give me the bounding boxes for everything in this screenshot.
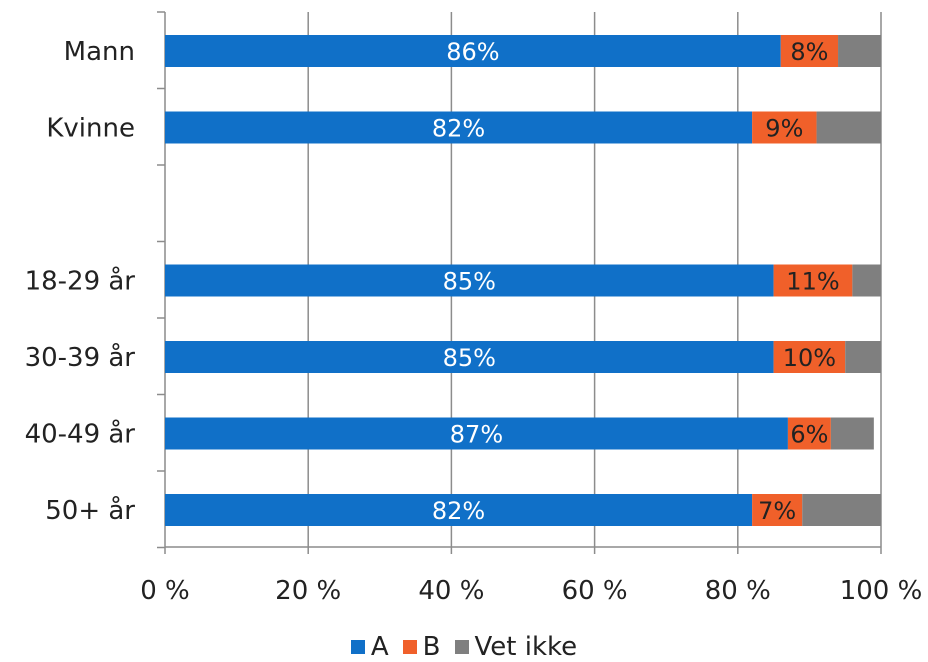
x-tick-label: 20 % [275,576,341,606]
legend-label: B [422,632,441,662]
data-label: 9% [765,115,803,143]
category-label: Kvinne [46,114,135,144]
x-tick-label: 80 % [705,576,771,606]
bar-segment [838,35,881,67]
data-label: 7% [758,497,796,525]
bar-segment [165,264,774,297]
category-label: 40-49 år [25,419,136,450]
legend: A B Vet ikke [0,632,928,662]
x-tick-label: 100 % [840,576,923,606]
x-tick-label: 40 % [418,576,484,606]
data-label: 82% [432,497,485,525]
bar-segment [816,111,881,144]
x-tick-labels: 0 % 20 % 40 % 60 % 80 % 100 % [140,576,922,606]
legend-swatch [350,640,365,654]
data-label: 82% [432,115,485,143]
data-label: 85% [443,268,496,296]
bar-segment [773,264,853,297]
category-label: 18-29 år [25,266,136,297]
data-label: 6% [790,421,828,449]
data-label: 11% [786,268,839,296]
data-label: 10% [783,344,836,372]
legend-item: Vet ikke [454,632,578,662]
bar-segment [780,35,839,67]
data-labels: 86% 8% 82% 9% 85% 11% 85% 10% 87% 6% 82% 7% [432,38,840,525]
bar-segment [752,494,803,526]
bar-segment [852,264,881,297]
x-tick-label: 60 % [562,576,628,606]
data-label: 87% [450,421,503,449]
bar-segment [165,341,774,373]
bar-segment [165,494,753,526]
bar-segment [830,417,874,450]
legend-label: Vet ikke [474,632,578,662]
bar-segment [752,111,817,144]
bar-segment [165,417,788,450]
category-label: 30-39 år [25,342,136,373]
legend-item: A [350,632,389,662]
category-label: Mann [64,37,135,67]
bar-segment [165,111,753,144]
data-label: 8% [790,38,828,66]
legend-swatch [402,640,417,654]
bar-segment [165,35,781,67]
data-label: 86% [446,38,499,66]
legend-label: A [370,632,389,662]
bar-segment [773,341,846,373]
bar-segment [845,341,881,373]
bars [165,35,881,526]
bar-segment [802,494,881,526]
category-label: 50+ år [45,495,135,526]
x-tick-label: 0 % [140,576,190,606]
legend-swatch [454,640,469,654]
category-labels: Mann Kvinne 18-29 år 30-39 år 40-49 år 50+ år [25,37,136,526]
legend-item: B [402,632,441,662]
data-label: 85% [443,344,496,372]
bar-segment [787,417,831,450]
